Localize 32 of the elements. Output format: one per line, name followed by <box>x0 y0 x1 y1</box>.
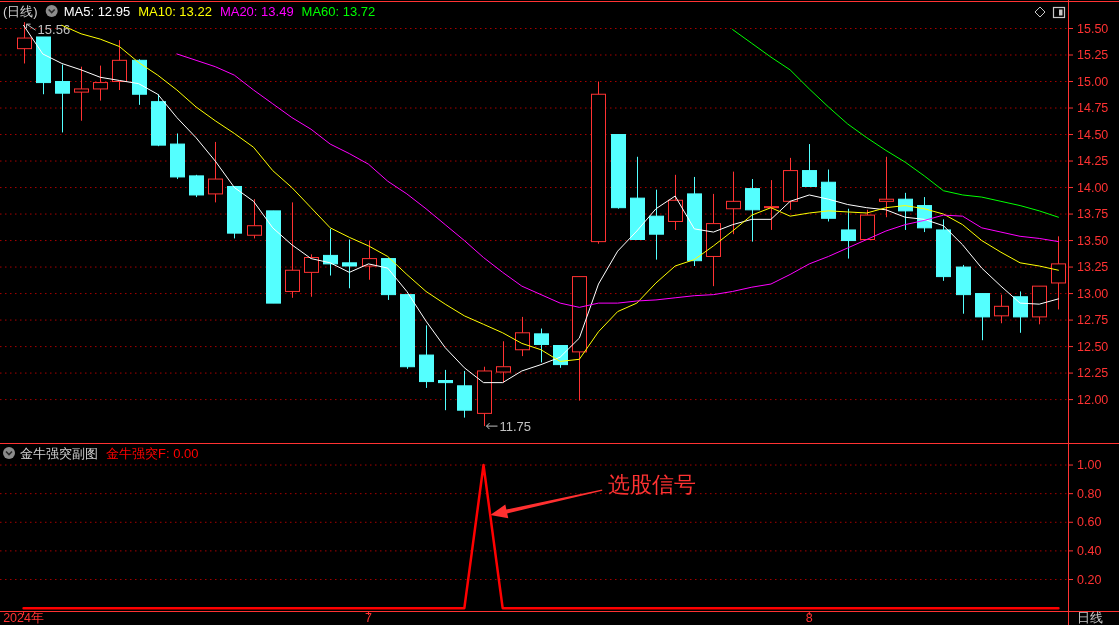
y-tick-label: 14.75 <box>1077 101 1109 116</box>
chart-title: (日线) <box>3 3 38 19</box>
y-tick-label: 12.50 <box>1077 339 1109 354</box>
y-tick-label: 13.00 <box>1077 286 1109 301</box>
series-label: MA5: 12.95 MA10: 13.22 MA20: 13.49 MA60: 13.72 <box>63 3 376 19</box>
x-tick-label: 2024年 <box>3 611 44 625</box>
y-tick-label: 0.20 <box>1077 572 1102 587</box>
y-tick-label: 14.00 <box>1077 180 1109 195</box>
y-tick-label: 12.75 <box>1077 313 1109 328</box>
y-tick-label: 13.75 <box>1077 207 1109 222</box>
y-tick-label: 14.50 <box>1077 127 1109 142</box>
chart-title: 金牛强突副图 <box>20 445 98 461</box>
annotation: 11.75 <box>499 418 532 434</box>
y-tick-label: 14.25 <box>1077 154 1109 169</box>
line-series <box>732 29 1059 218</box>
y-tick-label: 13.25 <box>1077 260 1109 275</box>
y-tick-label: 0.60 <box>1077 515 1102 530</box>
x-tick-label: 8 <box>805 611 813 625</box>
annotation: 15.56 <box>37 21 71 37</box>
y-tick-label: 15.25 <box>1077 48 1109 63</box>
line-series <box>176 53 1059 308</box>
y-tick-label: 0.40 <box>1077 543 1102 558</box>
series-label: 金牛强突F: 0.00 <box>106 445 199 461</box>
annotation: 选股信号 <box>608 471 697 497</box>
y-tick-label: 1.00 <box>1077 458 1102 473</box>
y-tick-label: 13.50 <box>1077 233 1109 248</box>
y-tick-label: 15.00 <box>1077 74 1109 89</box>
y-tick-label: 12.00 <box>1077 392 1109 407</box>
y-tick-label: 15.50 <box>1077 21 1109 36</box>
y-tick-label: 12.25 <box>1077 366 1109 381</box>
y-tick-label: 0.80 <box>1077 486 1102 501</box>
text: 日线 <box>1077 611 1103 625</box>
